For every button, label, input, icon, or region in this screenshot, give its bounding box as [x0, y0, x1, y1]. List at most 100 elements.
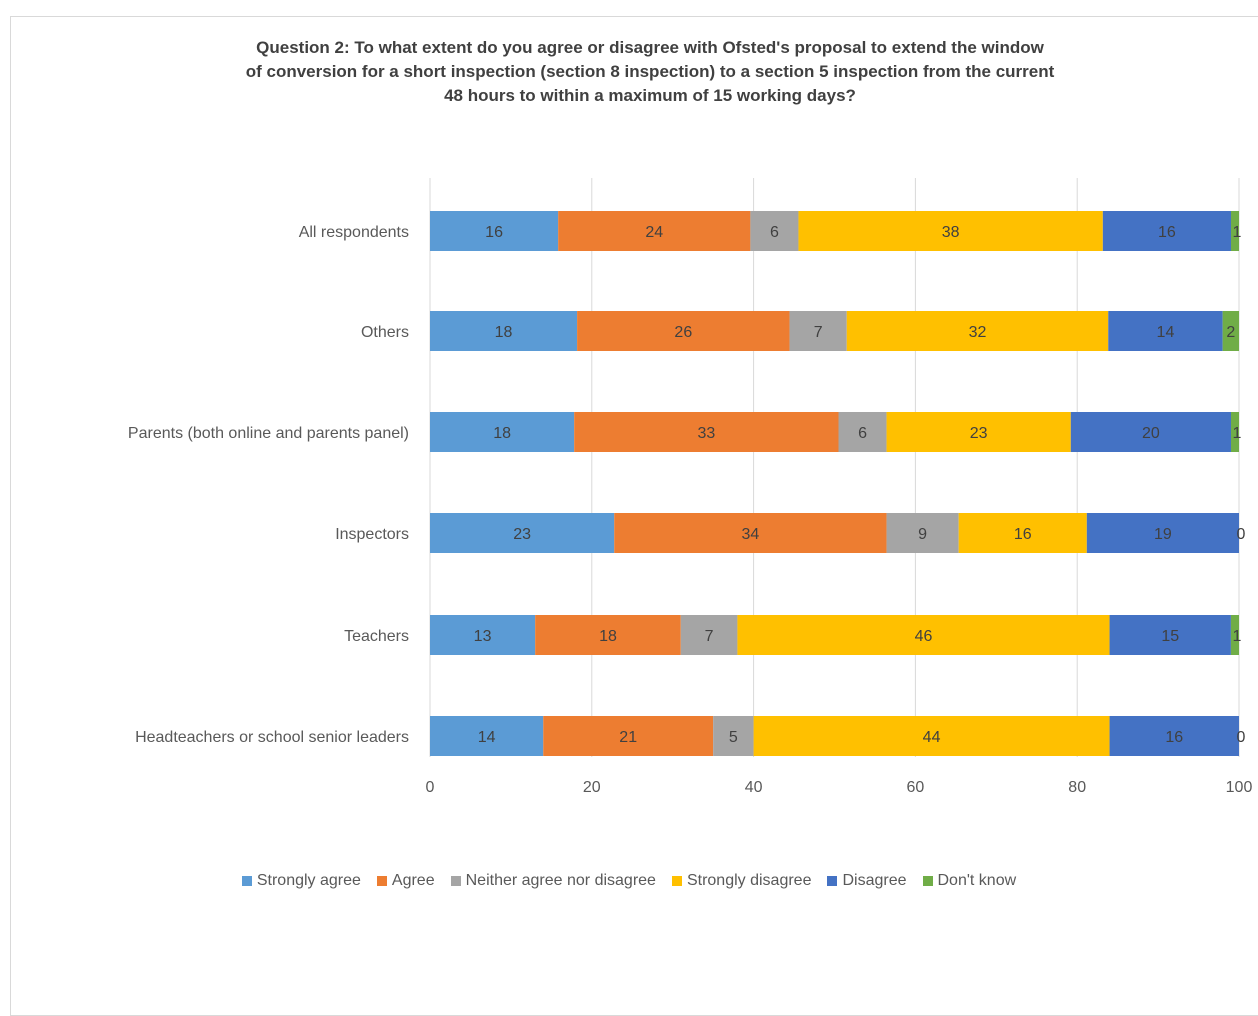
bar-segment [1109, 615, 1231, 655]
bar-segment [1108, 311, 1223, 351]
bar-segment [430, 615, 536, 655]
legend-item: Disagree [827, 872, 907, 890]
x-tick-label-80: 80 [1068, 779, 1086, 796]
data-label: 18 [493, 425, 511, 442]
category-label-4: Teachers [344, 628, 409, 645]
bar-segment [535, 615, 681, 655]
category-label-5: Headteachers or school senior leaders [135, 729, 409, 746]
bar-segment [713, 716, 754, 756]
category-label-3: Inspectors [335, 526, 409, 543]
legend-item: Don't know [922, 872, 1017, 890]
legend-swatch [376, 876, 387, 886]
bar-segment [958, 513, 1087, 553]
data-label: 33 [697, 425, 715, 442]
data-label: 16 [1014, 526, 1032, 543]
category-label-0: All respondents [299, 224, 409, 241]
data-label: 32 [969, 324, 987, 341]
bar-segment [1102, 211, 1231, 251]
bar-segment [558, 211, 751, 251]
legend-label: Strongly agree [256, 872, 361, 889]
legend-swatch [450, 876, 461, 886]
data-label: 7 [705, 628, 714, 645]
chart-legend: Strongly agree Agree Neither agree nor dis… [0, 872, 1258, 890]
data-label: 1 [1233, 224, 1242, 241]
bar-segment [750, 211, 799, 251]
data-label: 1 [1233, 628, 1242, 645]
category-label-2: Parents (both online and parents panel) [128, 425, 409, 442]
bar-segment [614, 513, 887, 553]
data-label: 14 [1157, 324, 1175, 341]
data-label: 24 [645, 224, 663, 241]
bar-segment [1109, 716, 1239, 756]
data-label: 20 [1142, 425, 1160, 442]
bar-segment [798, 211, 1103, 251]
legend-item: Strongly disagree [671, 872, 812, 890]
data-label: 38 [942, 224, 960, 241]
data-label: 7 [814, 324, 823, 341]
data-label: 6 [770, 224, 779, 241]
data-label: 16 [485, 224, 503, 241]
bar-segment [430, 716, 544, 756]
data-label: 16 [1165, 729, 1183, 746]
legend-item: Strongly agree [241, 872, 361, 890]
bar-segment [430, 513, 615, 553]
data-label: 6 [858, 425, 867, 442]
legend-item: Neither agree nor disagree [450, 872, 656, 890]
bar-segment [846, 311, 1109, 351]
bar-segment [1222, 311, 1239, 351]
bar-segment [1230, 211, 1239, 251]
legend-label: Disagree [842, 872, 907, 889]
bar-segment [886, 513, 959, 553]
bar-segment [838, 412, 887, 452]
data-label: 18 [599, 628, 617, 645]
legend-label: Neither agree nor disagree [465, 872, 656, 889]
data-label: 44 [923, 729, 941, 746]
bar-segment [1230, 412, 1239, 452]
x-tick-label-100: 100 [1226, 779, 1253, 796]
legend-swatch [241, 876, 252, 886]
data-label: 5 [729, 729, 738, 746]
bar-segment [737, 615, 1110, 655]
data-label: 0 [1237, 729, 1246, 746]
data-label: 34 [741, 526, 759, 543]
data-label: 46 [915, 628, 933, 645]
bar-segment [886, 412, 1071, 452]
bar-segment [577, 311, 790, 351]
data-label: 23 [513, 526, 531, 543]
data-label: 18 [495, 324, 513, 341]
bar-segment [789, 311, 847, 351]
data-label: 21 [619, 729, 637, 746]
legend-swatch [671, 876, 682, 886]
data-label: 26 [674, 324, 692, 341]
bar-segment [753, 716, 1110, 756]
bar-segment [543, 716, 714, 756]
bar-segment [1070, 412, 1231, 452]
x-tick-label-0: 0 [426, 779, 435, 796]
data-label: 14 [478, 729, 496, 746]
bar-segment [574, 412, 839, 452]
data-label: 23 [970, 425, 988, 442]
x-tick-label-20: 20 [583, 779, 601, 796]
chart-title-line-3: 48 hours to within a maximum of 15 worki… [444, 86, 856, 105]
legend-label: Agree [391, 872, 435, 889]
data-label: 9 [918, 526, 927, 543]
data-label: 16 [1158, 224, 1176, 241]
legend-item: Agree [376, 872, 435, 890]
chart-title-line-1: Question 2: To what extent do you agree … [256, 38, 1044, 57]
data-label: 0 [1237, 526, 1246, 543]
legend-label: Don't know [937, 872, 1017, 889]
chart-title-line-2: of conversion for a short inspection (se… [245, 62, 1055, 81]
data-label: 13 [474, 628, 492, 645]
legend-label: Strongly disagree [686, 872, 812, 889]
x-tick-label-60: 60 [907, 779, 925, 796]
data-label: 19 [1154, 526, 1172, 543]
bar-segment [1230, 615, 1239, 655]
data-label: 15 [1161, 628, 1179, 645]
category-label-1: Others [361, 324, 409, 341]
bar-segment [1086, 513, 1239, 553]
x-tick-label-40: 40 [745, 779, 763, 796]
legend-swatch [827, 876, 838, 886]
legend-swatch [922, 876, 933, 886]
bar-segment [430, 211, 559, 251]
